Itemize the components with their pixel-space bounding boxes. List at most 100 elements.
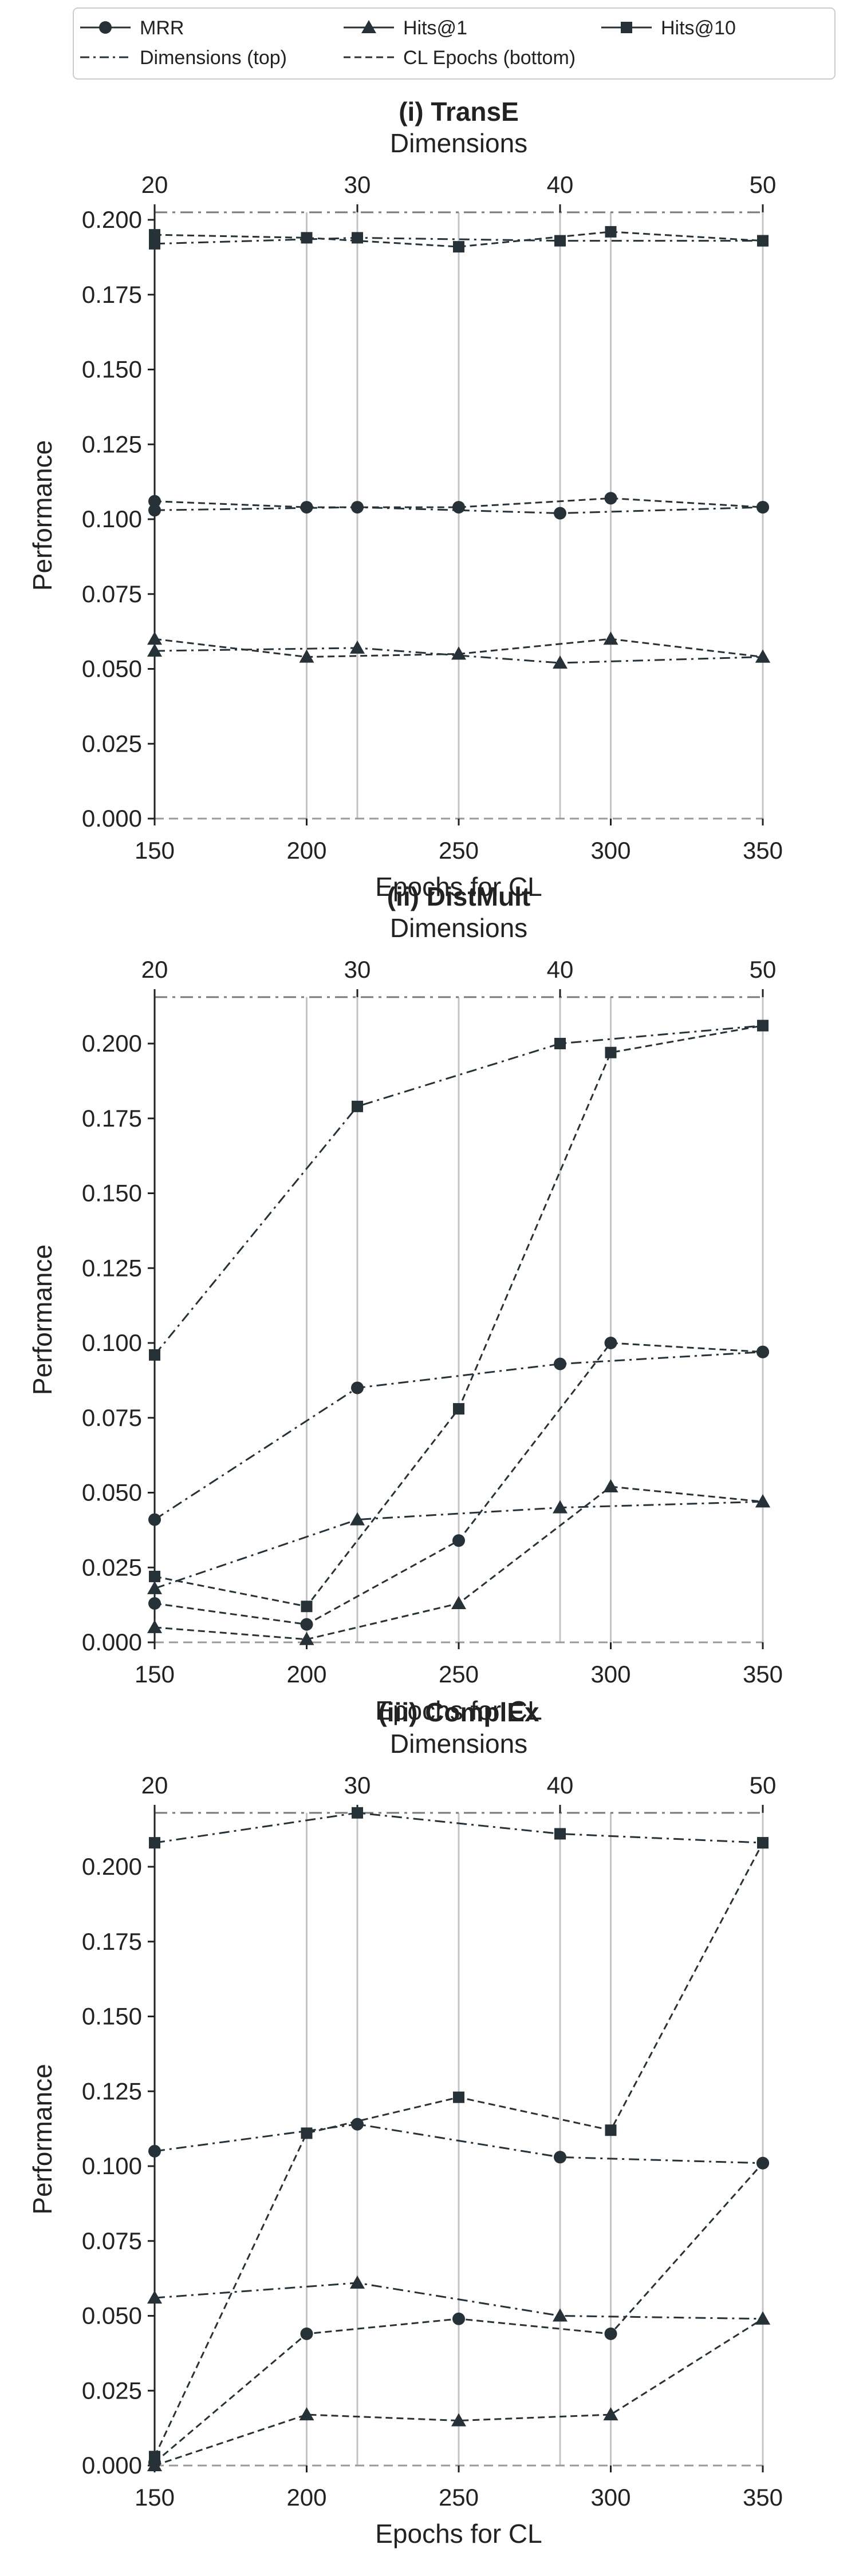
- hits1-point: [451, 646, 466, 660]
- hits10-point: [149, 1349, 160, 1361]
- mrr-point: [300, 1618, 313, 1631]
- x2-tick-label: 40: [547, 171, 574, 198]
- x-tick-label: 200: [286, 2484, 326, 2511]
- mrr-point: [351, 501, 364, 514]
- hits1-point: [147, 2290, 162, 2304]
- hits10-point: [301, 232, 313, 244]
- mrr-point: [452, 2312, 465, 2325]
- mrr-point: [148, 1513, 161, 1526]
- x-tick-label: 350: [743, 1661, 783, 1688]
- x-tick-label: 250: [439, 1661, 479, 1688]
- x2-tick-label: 20: [141, 956, 168, 983]
- mrr-point: [452, 1534, 465, 1547]
- hits1-point: [299, 2407, 314, 2421]
- y-tick-label: 0.200: [82, 1853, 142, 1880]
- hits1-point: [451, 2413, 466, 2427]
- panel-title: (iii) ComplEx: [378, 1697, 539, 1727]
- hits1-point: [147, 1619, 162, 1633]
- legend-entry-dimensions: Dimensions (top): [80, 47, 287, 69]
- cl-epochs-line-hits1: [154, 2318, 763, 2467]
- y-tick-label: 0.125: [82, 2077, 142, 2104]
- y-tick-label: 0.125: [82, 430, 142, 457]
- legend-label-hits10: Hits@10: [661, 17, 736, 39]
- hits1-point: [603, 631, 618, 645]
- y-tick-label: 0.000: [82, 1629, 142, 1656]
- y-tick-label: 0.100: [82, 2152, 142, 2179]
- hits1-point: [553, 2308, 568, 2322]
- dimensions-line-hits1: [154, 647, 763, 664]
- dimensions-line-mrr: [154, 506, 763, 515]
- hits1-point: [147, 631, 162, 645]
- hits10-point: [605, 226, 617, 238]
- y-tick-label: 0.150: [82, 2003, 142, 2030]
- x2-tick-label: 50: [750, 1772, 777, 1799]
- y-axis-title: Performance: [27, 440, 57, 591]
- hits1-point: [350, 640, 365, 654]
- legend: MRR Hits@1 Hits@10 Dimensions (top) CL E…: [73, 7, 836, 80]
- mrr-point: [148, 495, 161, 508]
- y-tick-label: 0.075: [82, 1404, 142, 1431]
- dimensions-line-mrr: [154, 1351, 763, 1520]
- mrr-point: [604, 1337, 617, 1349]
- mrr-point: [554, 507, 566, 520]
- y-tick-label: 0.200: [82, 1030, 142, 1057]
- y-axis-title: Performance: [27, 1244, 57, 1395]
- hits10-point: [554, 1038, 566, 1049]
- hits10-point: [453, 241, 464, 253]
- legend-circle-marker: [99, 21, 112, 34]
- x-axis-title: Epochs for CL: [375, 2519, 542, 2549]
- hits10-point: [301, 2127, 313, 2139]
- mrr-point: [554, 1357, 566, 1370]
- x-tick-label: 150: [135, 837, 175, 864]
- mrr-point: [148, 1597, 161, 1610]
- x-tick-label: 350: [743, 2484, 783, 2511]
- mrr-point: [554, 2151, 566, 2164]
- hits1-point: [299, 649, 314, 663]
- panel-title: (ii) DistMult: [387, 882, 530, 911]
- y-tick-label: 0.175: [82, 1105, 142, 1132]
- y-tick-label: 0.025: [82, 2377, 142, 2404]
- panel-title: (i) TransE: [399, 97, 519, 127]
- mrr-point: [756, 1345, 769, 1358]
- y-tick-label: 0.025: [82, 1554, 142, 1581]
- y-tick-label: 0.050: [82, 655, 142, 682]
- mrr-point: [148, 2144, 161, 2158]
- y-tick-label: 0.100: [82, 505, 142, 532]
- y-tick-label: 0.050: [82, 2302, 142, 2329]
- x-tick-label: 200: [286, 837, 326, 864]
- cl-epochs-line-hits10: [154, 231, 763, 248]
- x-tick-label: 300: [590, 2484, 631, 2511]
- y-tick-label: 0.200: [82, 206, 142, 233]
- x2-tick-label: 40: [547, 956, 574, 983]
- y-tick-label: 0.150: [82, 1180, 142, 1207]
- x2-tick-label: 40: [547, 1772, 574, 1799]
- legend-label-cl-epochs: CL Epochs (bottom): [403, 47, 576, 69]
- mrr-point: [300, 2327, 313, 2340]
- legend-label-mrr: MRR: [140, 17, 184, 39]
- y-tick-label: 0.150: [82, 356, 142, 383]
- hits10-point: [453, 1403, 464, 1415]
- x-tick-label: 250: [439, 2484, 479, 2511]
- y-tick-label: 0.075: [82, 2227, 142, 2254]
- dimensions-line-hits1: [154, 2282, 763, 2320]
- hits10-point: [757, 1837, 769, 1849]
- hits10-point: [757, 1020, 769, 1032]
- mrr-point: [351, 1381, 364, 1394]
- hits1-point: [350, 1512, 365, 1526]
- top-axis-title: Dimensions: [390, 913, 527, 943]
- hits10-point: [352, 1100, 363, 1112]
- hits1-point: [147, 2458, 162, 2471]
- legend-label-dimensions: Dimensions (top): [140, 47, 287, 69]
- x2-tick-label: 30: [344, 956, 371, 983]
- dimensions-line-hits10: [153, 1025, 763, 1356]
- hits10-point: [149, 1837, 160, 1849]
- x-axis-title: Epochs for CL: [375, 872, 542, 902]
- top-axis-title: Dimensions: [390, 1729, 527, 1759]
- legend-entry-hits1: Hits@1: [344, 17, 467, 39]
- legend-entry-mrr: MRR: [80, 17, 184, 39]
- mrr-point: [604, 2327, 617, 2340]
- x-tick-label: 350: [743, 837, 783, 864]
- hits1-point: [755, 2311, 770, 2325]
- hits10-point: [757, 235, 769, 247]
